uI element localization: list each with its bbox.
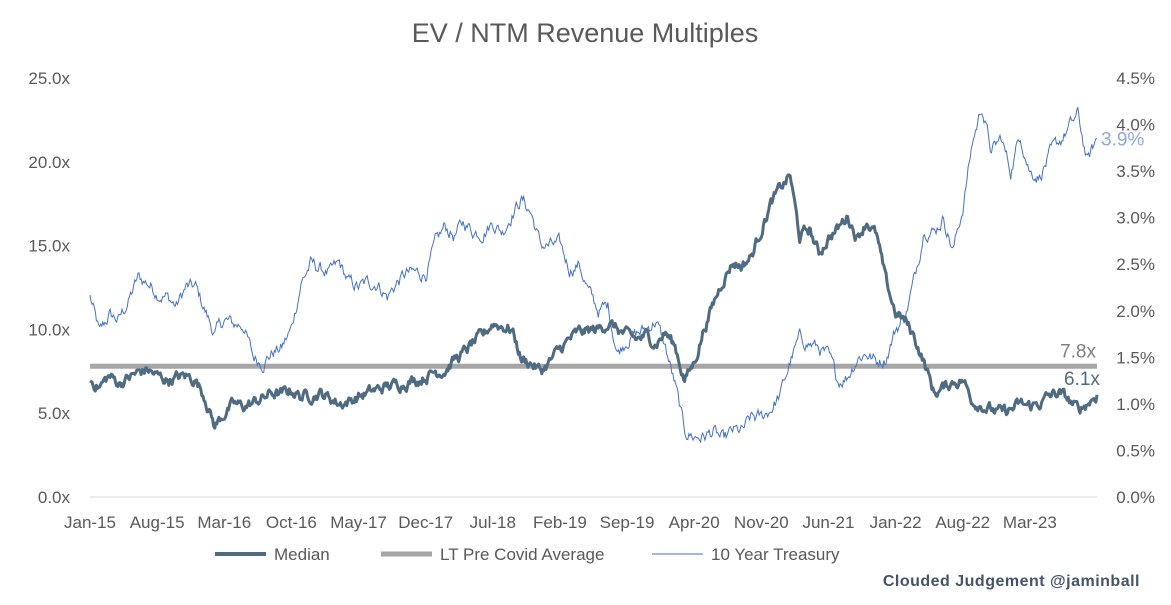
median-end-label: 6.1x [1064,369,1100,390]
x-tick-label: Dec-17 [398,513,453,532]
right-tick-label: 1.5% [1116,348,1155,367]
legend-item-lt-pre-covid-average: LT Pre Covid Average [381,545,604,564]
x-tick-label: Aug-15 [130,513,185,532]
x-tick-label: Jan-22 [870,513,922,532]
right-tick-label: 0.5% [1116,441,1155,460]
average-end-label: 7.8x [1060,341,1096,362]
x-axis: Jan-15 Aug-15 Mar-16 Oct-16 May-17 Dec-17 Jul-… [64,496,1097,532]
left-tick-label: 0.0x [38,488,71,507]
right-tick-label: 2.0% [1116,302,1155,321]
legend-item-10-year-treasury: 10 Year Treasury [652,545,840,564]
x-tick-label: Sep-19 [600,513,655,532]
right-tick-label: 0.0% [1116,488,1155,507]
legend-item-median: Median [215,545,330,564]
x-tick-label: Mar-16 [197,513,251,532]
treasury-end-label: 3.9% [1101,130,1144,151]
x-tick-label: Aug-22 [935,513,990,532]
x-tick-label: Jan-15 [64,513,116,532]
left-axis: 0.0x 5.0x 10.0x 15.0x 20.0x 25.0x [28,69,70,507]
legend-label: LT Pre Covid Average [440,545,604,564]
right-tick-label: 3.5% [1116,162,1155,181]
left-tick-label: 25.0x [28,69,70,88]
left-tick-label: 10.0x [28,320,70,339]
plot-area: 3.9% 7.8x 6.1x [89,107,1144,444]
left-tick-label: 20.0x [28,153,70,172]
left-tick-label: 5.0x [38,404,71,423]
legend: Median LT Pre Covid Average 10 Year Treasu… [215,545,840,564]
x-tick-label: Feb-19 [533,513,587,532]
chart-title: EV / NTM Revenue Multiples [412,18,759,48]
x-tick-label: Mar-23 [1003,513,1057,532]
right-tick-label: 2.5% [1116,255,1155,274]
credit-text: Clouded Judgement @jaminball [883,573,1140,590]
x-tick-label: Nov-20 [734,513,789,532]
x-tick-label: Apr-20 [669,513,720,532]
series-median-line [89,173,1099,430]
x-tick-label: Oct-16 [266,513,317,532]
right-tick-label: 4.0% [1116,116,1155,135]
series-10-year-treasury-line [89,107,1098,444]
x-tick-label: Jun-21 [802,513,854,532]
right-tick-label: 4.5% [1116,69,1155,88]
right-tick-label: 1.0% [1116,395,1155,414]
x-tick-label: May-17 [330,513,387,532]
right-axis: 0.0% 0.5% 1.0% 1.5% 2.0% 2.5% 3.0% 3.5% 4.0% 4.5% [1116,69,1155,507]
left-tick-label: 15.0x [28,237,70,256]
legend-label: Median [274,545,330,564]
legend-label: 10 Year Treasury [711,545,840,564]
x-tick-label: Jul-18 [470,513,516,532]
right-tick-label: 3.0% [1116,209,1155,228]
